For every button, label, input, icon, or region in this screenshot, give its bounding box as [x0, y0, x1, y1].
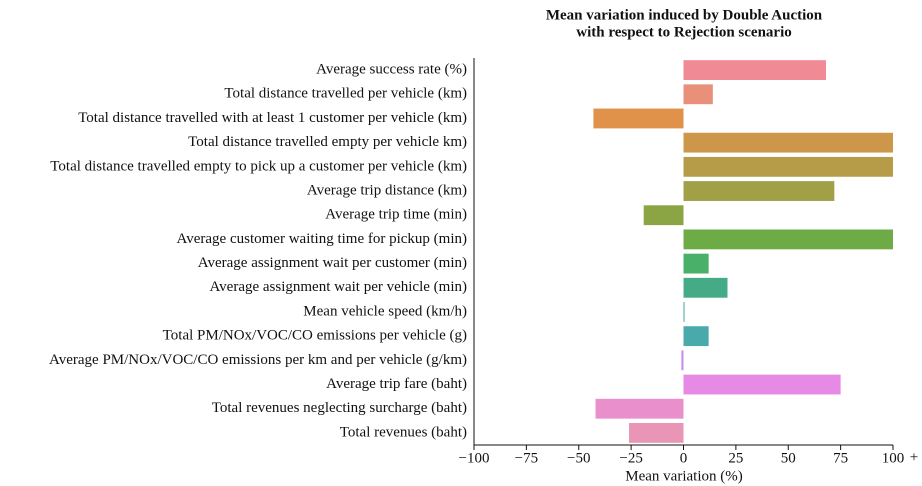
chart-title: Mean variation induced by Double Auction — [546, 7, 823, 23]
bar — [629, 422, 684, 443]
bar — [683, 277, 728, 298]
y-tick-label: Average assignment wait per customer (mi… — [198, 255, 467, 271]
bar — [593, 108, 684, 129]
y-tick-label: Average PM/NOx/VOC/CO emissions per km a… — [49, 352, 467, 368]
x-tick-label: 25 — [728, 450, 743, 466]
x-tick-label: 75 — [833, 450, 848, 466]
bar — [681, 350, 684, 371]
y-tick-label: Average trip time (min) — [325, 207, 467, 223]
bar — [595, 398, 684, 419]
bar — [683, 302, 685, 322]
x-tick-label: −50 — [567, 450, 590, 466]
bar — [683, 326, 709, 347]
y-tick-label: Total revenues neglecting surcharge (bah… — [212, 400, 467, 416]
annotation: + — [910, 449, 918, 465]
bar — [683, 132, 893, 153]
bar — [683, 84, 713, 105]
y-tick-label: Average customer waiting time for pickup… — [177, 231, 467, 247]
y-tick-label: Average assignment wait per vehicle (min… — [209, 279, 467, 295]
bar — [683, 181, 835, 201]
x-tick-label: 100 — [882, 450, 905, 466]
x-tick-label: −100 — [459, 450, 490, 466]
x-tick-label: 50 — [781, 450, 796, 466]
bar — [643, 205, 684, 226]
chart-title: with respect to Rejection scenario — [576, 24, 792, 40]
bar — [683, 374, 841, 395]
y-tick-label: Total PM/NOx/VOC/CO emissions per vehicl… — [163, 328, 467, 344]
y-tick-label: Average success rate (%) — [316, 62, 467, 78]
x-tick-label: −25 — [619, 450, 642, 466]
y-tick-label: Total distance travelled with at least 1… — [78, 110, 467, 126]
bar — [683, 156, 893, 177]
y-tick-label: Total distance travelled empty per vehic… — [188, 134, 467, 150]
y-tick-label: Average trip distance (km) — [307, 182, 467, 198]
y-tick-label: Total distance travelled per vehicle (km… — [224, 86, 467, 102]
bar — [683, 229, 893, 250]
x-tick-label: −75 — [515, 450, 538, 466]
y-tick-label: Mean vehicle speed (km/h) — [303, 303, 467, 319]
bar — [683, 253, 709, 274]
x-tick-label: 0 — [680, 450, 688, 466]
y-tick-label: Total revenues (baht) — [340, 424, 467, 440]
bar — [683, 60, 826, 81]
x-axis-label: Mean variation (%) — [625, 468, 742, 484]
y-tick-label: Total distance travelled empty to pick u… — [50, 158, 467, 174]
y-tick-label: Average trip fare (baht) — [326, 376, 467, 392]
